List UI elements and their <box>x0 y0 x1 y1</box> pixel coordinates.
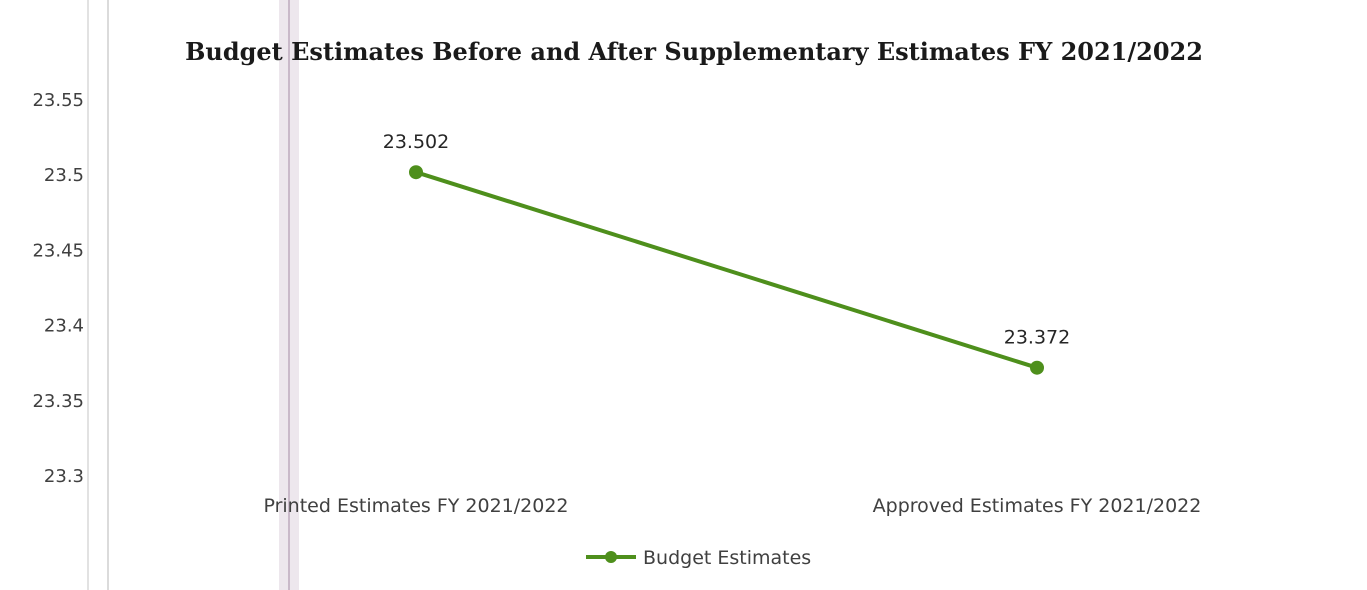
data-label: 23.502 <box>383 131 449 153</box>
y-tick-label: 23.45 <box>32 240 84 261</box>
x-category-label: Approved Estimates FY 2021/2022 <box>873 495 1202 517</box>
legend-marker-icon <box>605 551 617 563</box>
y-tick-label: 23.55 <box>32 90 84 111</box>
data-label: 23.372 <box>1004 327 1070 349</box>
y-tick-label: 23.4 <box>44 316 84 337</box>
series-layer: 23.502 23.372 <box>383 131 1070 375</box>
x-category-label: Printed Estimates FY 2021/2022 <box>263 495 568 517</box>
x-axis: Printed Estimates FY 2021/2022 Approved E… <box>263 495 1201 517</box>
y-tick-label: 23.35 <box>32 391 84 412</box>
legend-label: Budget Estimates <box>643 547 811 569</box>
y-axis: 23.3 23.35 23.4 23.45 23.5 23.55 <box>32 90 84 487</box>
legend: Budget Estimates <box>586 547 811 569</box>
y-tick-label: 23.3 <box>44 466 84 487</box>
data-point <box>1030 360 1044 375</box>
y-tick-label: 23.5 <box>44 165 84 186</box>
series-line <box>414 170 1039 370</box>
data-point <box>409 165 423 180</box>
chart-title: Budget Estimates Before and After Supple… <box>185 37 1203 66</box>
